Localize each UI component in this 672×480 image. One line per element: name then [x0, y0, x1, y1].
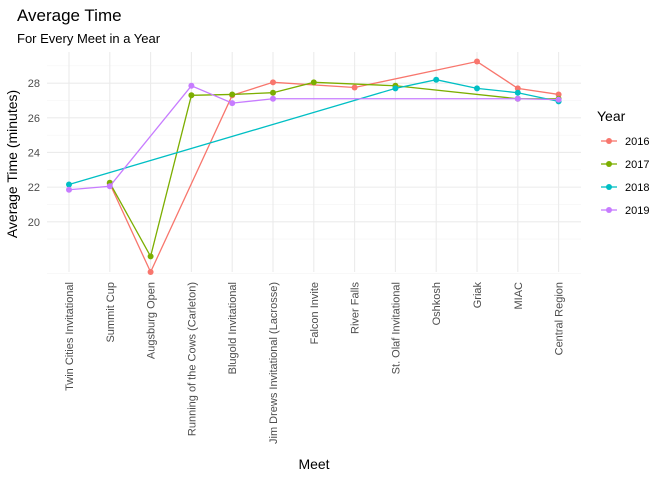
series-line	[109, 81, 559, 259]
x-tick-label: Oshkosh	[431, 282, 443, 325]
series-line	[109, 60, 559, 274]
x-tick-label: St. Olaf Invitational	[390, 282, 402, 374]
legend-label: 2017	[625, 159, 649, 171]
legend-label: 2018	[625, 182, 649, 194]
legend: Year 2016 2017 2018 2019	[597, 108, 649, 217]
legend-item-2016: 2016	[601, 136, 649, 148]
chart-subtitle: For Every Meet in a Year	[17, 31, 161, 46]
data-point	[106, 183, 113, 190]
legend-key-point	[606, 161, 612, 167]
data-point	[147, 269, 154, 275]
data-point	[188, 82, 195, 89]
y-tick-label: 24	[28, 147, 40, 159]
x-tick-label: Twin Cities Invitational	[64, 282, 76, 391]
x-tick-labels: Twin Cities Invitational Summit Cup Augsbu…	[64, 282, 566, 444]
data-point	[514, 89, 521, 96]
y-axis-title: Average Time (minutes)	[4, 90, 20, 238]
x-tick-label: Summit Cup	[105, 282, 117, 343]
data-point	[229, 91, 236, 98]
data-point	[474, 58, 480, 65]
data-point	[66, 186, 72, 193]
series-layer	[66, 58, 562, 275]
legend-key-point	[606, 138, 612, 144]
data-point	[555, 96, 562, 103]
y-tick-label: 20	[28, 217, 40, 229]
legend-label: 2016	[625, 136, 649, 148]
data-point	[188, 92, 195, 99]
x-axis-title: Meet	[298, 456, 329, 472]
data-point	[433, 76, 440, 83]
data-point	[270, 79, 276, 86]
data-point	[474, 85, 480, 92]
x-tick-label: River Falls	[350, 282, 362, 334]
data-point	[270, 89, 276, 96]
x-tick-label: Augsburg Open	[146, 282, 158, 359]
data-point	[229, 100, 236, 107]
x-tick-label: Jim Drews Invitational (Lacrosse)	[268, 282, 280, 444]
data-point	[270, 95, 276, 102]
series-2016	[106, 58, 562, 275]
data-point	[392, 85, 399, 92]
x-tick-label: Blugold Invitational	[227, 282, 239, 374]
legend-item-2017: 2017	[601, 159, 649, 171]
data-point	[351, 84, 358, 91]
legend-key-point	[606, 184, 612, 190]
x-tick-label: MIAC	[513, 282, 525, 310]
data-point	[147, 253, 154, 260]
x-tick-label: Central Region	[554, 282, 566, 355]
legend-title: Year	[597, 108, 626, 124]
y-tick-labels: 20 22 24 26 28	[28, 78, 40, 229]
legend-item-2018: 2018	[601, 182, 649, 194]
series-line	[68, 79, 559, 186]
legend-key-point	[606, 207, 612, 213]
data-point	[310, 79, 317, 86]
series-2019	[66, 82, 562, 193]
data-point	[555, 91, 562, 98]
y-tick-label: 28	[28, 78, 40, 90]
data-point	[514, 95, 521, 102]
data-point	[514, 85, 521, 92]
gridlines	[47, 52, 581, 275]
x-tick-label: Running of the Cows (Carleton)	[186, 282, 198, 436]
legend-label: 2019	[625, 205, 649, 217]
chart-title: Average Time	[17, 6, 122, 25]
x-tick-label: Falcon Invite	[309, 282, 321, 344]
data-point	[66, 181, 72, 188]
x-tick-label: Griak	[472, 282, 484, 309]
y-tick-label: 26	[28, 113, 40, 125]
y-tick-label: 22	[28, 182, 40, 194]
legend-item-2019: 2019	[601, 205, 649, 217]
